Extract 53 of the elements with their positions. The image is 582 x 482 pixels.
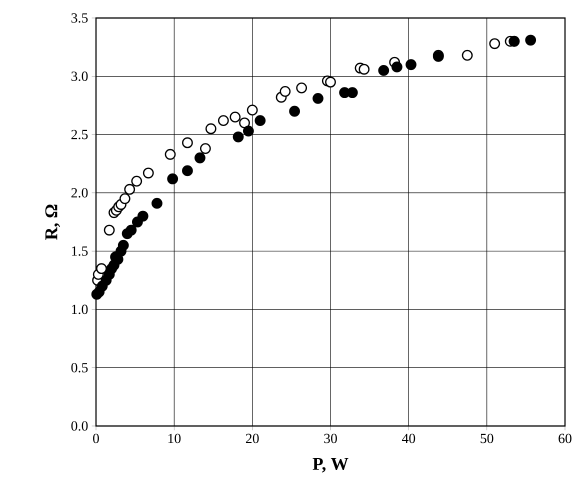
point bbox=[239, 117, 250, 128]
point bbox=[254, 115, 266, 126]
point bbox=[96, 263, 107, 274]
point bbox=[205, 123, 216, 134]
point bbox=[152, 198, 162, 209]
y-tick-label: 3.5 bbox=[71, 13, 88, 23]
x-tick-label: 50 bbox=[480, 434, 494, 444]
point bbox=[131, 176, 142, 187]
x-tick-label: 20 bbox=[246, 434, 259, 444]
point bbox=[312, 92, 324, 104]
point bbox=[137, 210, 148, 222]
y-tick-label: 2.0 bbox=[71, 188, 88, 198]
point bbox=[126, 224, 137, 236]
point bbox=[194, 152, 206, 164]
point bbox=[119, 193, 130, 204]
point bbox=[182, 165, 193, 176]
y-tick-label: 1.5 bbox=[72, 246, 88, 256]
point bbox=[392, 62, 402, 72]
point bbox=[242, 126, 254, 137]
point bbox=[406, 59, 416, 70]
y-axis-title: R, Ω bbox=[45, 204, 60, 240]
point bbox=[182, 137, 193, 148]
point bbox=[142, 168, 154, 178]
point bbox=[218, 115, 229, 126]
x-tick-label: 40 bbox=[402, 434, 416, 444]
point bbox=[289, 106, 300, 117]
x-tick-label: 0 bbox=[93, 434, 99, 444]
point bbox=[525, 34, 536, 46]
x-tick-label: 10 bbox=[168, 434, 181, 444]
y-tick-label: 3.0 bbox=[71, 72, 88, 82]
point bbox=[246, 104, 258, 116]
point bbox=[280, 86, 291, 97]
point bbox=[104, 224, 115, 236]
point bbox=[124, 184, 136, 195]
point bbox=[230, 112, 241, 123]
y-tick-label: 0.0 bbox=[71, 421, 88, 431]
point bbox=[118, 240, 129, 251]
point bbox=[296, 82, 308, 94]
point bbox=[164, 148, 176, 160]
x-axis-title: P, W bbox=[312, 458, 348, 473]
point bbox=[378, 64, 390, 76]
y-tick-label: 1.0 bbox=[72, 304, 88, 314]
point bbox=[462, 50, 473, 61]
point bbox=[358, 64, 370, 75]
x-tick-label: 30 bbox=[324, 434, 337, 444]
y-tick-label: 2.5 bbox=[71, 130, 88, 140]
point bbox=[167, 173, 178, 184]
point bbox=[200, 143, 211, 154]
point bbox=[489, 38, 500, 50]
y-tick-label: 0.5 bbox=[71, 362, 88, 372]
x-tick-label: 60 bbox=[558, 434, 572, 444]
point bbox=[325, 76, 336, 88]
point bbox=[232, 131, 244, 142]
